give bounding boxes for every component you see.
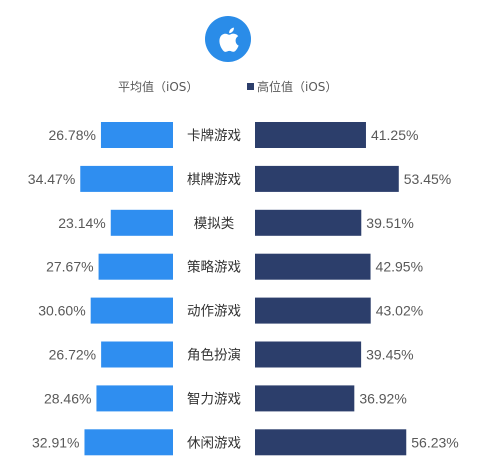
value-label-average-6: 28.46% — [44, 390, 91, 406]
category-label-1: 棋牌游戏 — [187, 171, 241, 188]
category-label-3: 策略游戏 — [187, 259, 241, 276]
value-label-average-0: 26.78% — [48, 127, 95, 143]
bar-average-1 — [80, 165, 173, 192]
value-label-high-1: 53.45% — [404, 171, 451, 187]
bar-high-4 — [255, 297, 371, 324]
value-label-average-7: 32.91% — [32, 434, 79, 450]
category-label-6: 智力游戏 — [187, 391, 241, 407]
value-label-high-0: 41.25% — [371, 127, 418, 143]
bar-average-3 — [98, 253, 173, 280]
category-label-2: 模拟类 — [194, 216, 235, 232]
legend-item-high: 高位值（iOS） — [247, 78, 337, 95]
category-label-7: 休闲游戏 — [187, 435, 241, 451]
bar-average-5 — [101, 341, 173, 368]
value-label-high-5: 39.45% — [366, 347, 413, 363]
bar-high-1 — [255, 165, 399, 192]
value-label-high-4: 43.02% — [376, 303, 423, 319]
bar-average-0 — [100, 122, 173, 148]
bar-high-2 — [255, 209, 362, 236]
bar-average-7 — [84, 429, 173, 456]
apple-icon — [205, 16, 251, 62]
value-label-average-5: 26.72% — [49, 347, 96, 363]
bar-high-0 — [255, 122, 366, 148]
value-label-average-3: 27.67% — [46, 259, 93, 275]
category-label-4: 动作游戏 — [187, 304, 241, 320]
bar-average-6 — [96, 385, 173, 412]
bar-average-2 — [110, 209, 173, 236]
bar-average-4 — [90, 297, 173, 324]
value-label-high-7: 56.23% — [411, 434, 458, 450]
bar-high-3 — [255, 253, 371, 280]
bar-high-7 — [255, 429, 407, 456]
legend-swatch-high — [247, 83, 254, 90]
value-label-high-3: 42.95% — [376, 259, 423, 275]
legend-label-high: 高位值（iOS） — [257, 80, 338, 94]
value-label-average-1: 34.47% — [28, 171, 75, 187]
value-label-average-2: 23.14% — [58, 215, 105, 231]
legend: 平均值（iOS） 高位值（iOS） — [0, 78, 483, 96]
value-label-high-2: 39.51% — [366, 215, 413, 231]
apple-logo — [205, 16, 251, 62]
category-label-0: 卡牌游戏 — [187, 127, 241, 144]
value-label-high-6: 36.92% — [359, 390, 406, 406]
value-label-average-4: 30.60% — [38, 303, 85, 319]
bar-high-5 — [255, 341, 362, 368]
legend-item-average: 平均值（iOS） — [118, 78, 198, 95]
category-label-5: 角色扮演 — [187, 347, 241, 364]
bar-high-6 — [255, 385, 355, 412]
legend-label-average: 平均值（iOS） — [118, 80, 199, 94]
